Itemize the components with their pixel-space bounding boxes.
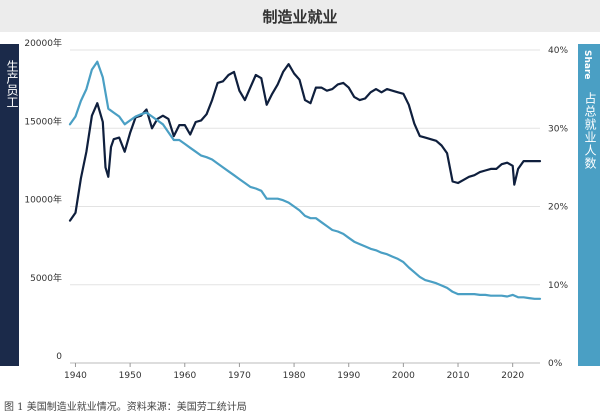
right-axis-tag: Share bbox=[582, 50, 592, 80]
y-right-tick-label: 30% bbox=[548, 124, 568, 134]
axis-ticks: 0 5000年 10000年 15000年 20000年 0% 10% 20% 30% 40% 19… bbox=[24, 37, 568, 381]
y-left-tick-label: 5000年 bbox=[30, 272, 62, 284]
chart-title: 制造业就业 bbox=[262, 8, 338, 26]
left-axis-band bbox=[0, 44, 19, 366]
x-tick-label: 2000 bbox=[392, 371, 415, 381]
y-right-tick-label: 0% bbox=[548, 359, 563, 369]
y-right-tick-label: 40% bbox=[548, 46, 568, 56]
series-line-employees bbox=[68, 62, 542, 222]
grid bbox=[70, 49, 540, 364]
y-right-tick-label: 20% bbox=[548, 203, 568, 213]
x-tick-label: 2020 bbox=[501, 371, 524, 381]
y-left-tick-label: 15000年 bbox=[24, 115, 62, 127]
x-tick-label: 1940 bbox=[64, 371, 87, 381]
figure-caption: 图 1 美国制造业就业情况。资料来源：美国劳工统计局 bbox=[4, 402, 247, 413]
left-axis-label: 生产员工 bbox=[5, 60, 19, 108]
x-tick-label: 1980 bbox=[283, 371, 306, 381]
y-left-tick-label: 20000年 bbox=[24, 37, 62, 49]
x-tick-label: 1990 bbox=[337, 371, 360, 381]
x-tick-label: 1970 bbox=[228, 371, 251, 381]
y-left-tick-label: 0 bbox=[56, 352, 62, 362]
y-right-tick-label: 10% bbox=[548, 281, 568, 291]
x-tick-label: 1960 bbox=[173, 371, 196, 381]
x-tick-label: 2010 bbox=[447, 371, 470, 381]
right-axis-label: 占总就业人数 bbox=[583, 92, 597, 170]
x-tick-label: 1950 bbox=[119, 371, 142, 381]
title-bar bbox=[0, 0, 600, 32]
series-lines bbox=[68, 60, 542, 300]
y-left-tick-label: 10000年 bbox=[24, 194, 62, 206]
right-axis-band bbox=[578, 44, 600, 366]
series-line-share bbox=[68, 60, 542, 300]
